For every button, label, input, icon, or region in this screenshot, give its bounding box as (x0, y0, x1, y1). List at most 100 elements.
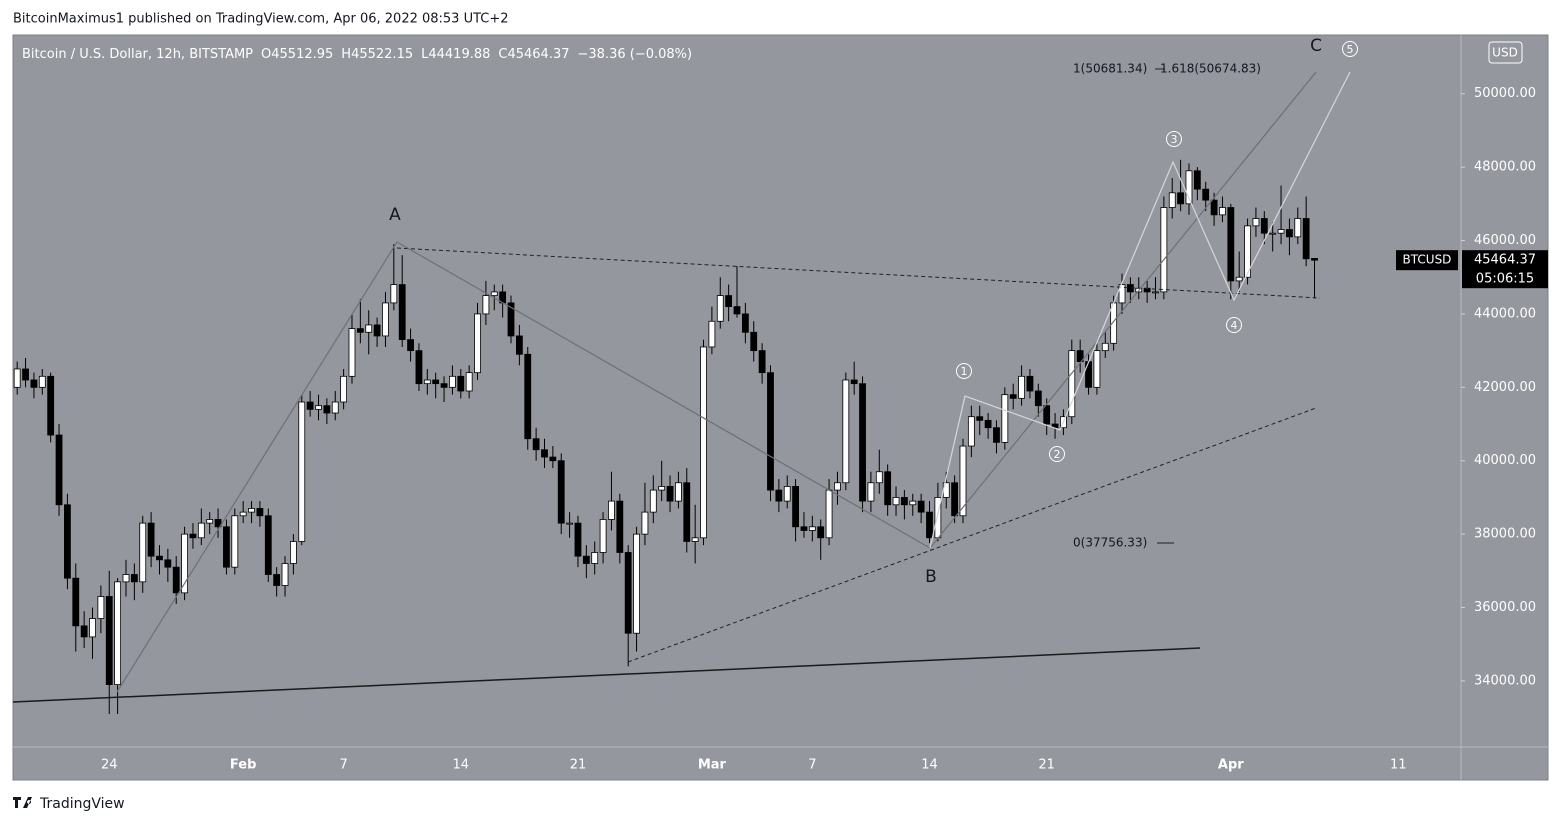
candle-body (658, 486, 666, 491)
candle-body (566, 522, 574, 525)
candle-body (1093, 350, 1101, 388)
wave-circle (1166, 131, 1182, 147)
candle-body (206, 519, 214, 524)
candle-body (38, 375, 46, 388)
candle-body (231, 515, 239, 568)
ohlc-value: 45522.15 (351, 47, 413, 62)
countdown: 05:06:15 (1476, 272, 1534, 287)
resistance-dashed (396, 247, 1321, 299)
candle-body (80, 625, 88, 638)
candle-body (1193, 170, 1201, 190)
candle-body (281, 563, 289, 586)
x-tick-label: 14 (921, 758, 938, 773)
wave-number: 2 (1054, 448, 1061, 461)
y-tick-label: 44000.00 (1474, 306, 1536, 321)
candle-body (197, 522, 205, 539)
ohlc-prefix: O (261, 47, 271, 62)
x-tick-label: 21 (570, 758, 587, 773)
candle-body (608, 500, 615, 520)
ohlc-prefix: L (421, 47, 429, 62)
candle-body (892, 497, 900, 506)
candle-body (1026, 375, 1034, 392)
candle-body (984, 419, 992, 429)
y-tick-label: 46000.00 (1474, 233, 1536, 248)
candle-body (1043, 405, 1051, 425)
x-tick-label: Mar (698, 758, 727, 773)
candle-body (13, 368, 21, 388)
ohlc-value: 45512.95 (271, 47, 333, 62)
candle-body (1160, 207, 1168, 293)
candle-body (900, 497, 908, 506)
candle-body (490, 291, 498, 296)
wave-circle (956, 363, 972, 379)
chart-frame (12, 34, 1549, 781)
candle-body (725, 295, 733, 307)
candle-body (449, 375, 456, 388)
y-tick-label: 34000.00 (1474, 673, 1536, 688)
candle-body (976, 416, 984, 421)
candle-body (649, 489, 657, 513)
candle-body (834, 482, 841, 491)
candle-body (750, 331, 758, 352)
candle-body (1177, 192, 1185, 205)
candle-body (1252, 218, 1260, 227)
candle-body (775, 489, 783, 502)
candle-body (758, 350, 766, 374)
candle-body (114, 581, 122, 686)
candle-body (1227, 207, 1235, 282)
y-tick-label: 50000.00 (1474, 86, 1536, 101)
wave-label: C (1310, 36, 1322, 56)
candle-body (859, 383, 866, 502)
candle-body (541, 449, 548, 458)
candle-body (440, 383, 448, 388)
candle-body (97, 596, 105, 619)
x-tick-label: Feb (230, 758, 256, 773)
wave-circle (1226, 317, 1242, 333)
candle-body (223, 526, 230, 568)
x-tick-label: 11 (1390, 758, 1407, 773)
candle-body (1018, 375, 1025, 399)
candle-body (1260, 218, 1268, 234)
candle-body (172, 566, 180, 594)
y-tick-label: 48000.00 (1474, 160, 1536, 175)
candle-body (633, 533, 640, 634)
candle-body (273, 574, 281, 586)
candle-body (641, 511, 649, 535)
candle-body (398, 284, 406, 341)
candle-body (474, 313, 481, 374)
candle-body (733, 306, 741, 315)
candle-body (365, 324, 373, 333)
x-tick-label: 7 (808, 758, 816, 773)
candle-body (850, 379, 858, 385)
abc-line (116, 241, 931, 693)
candle-body (340, 375, 348, 403)
candle-body (298, 401, 306, 542)
price-label: 45464.37 (1474, 253, 1536, 268)
byline: BitcoinMaximus1 published on TradingView… (13, 12, 509, 27)
candle-body (105, 596, 113, 686)
candle-body (800, 526, 808, 531)
candle-body (842, 379, 850, 484)
wave-number: 5 (1347, 43, 1354, 56)
symbol: Bitcoin / U.S. Dollar, 12h, BITSTAMP (22, 47, 253, 62)
candle-body (181, 533, 188, 594)
wave-label: B (925, 567, 937, 587)
fib-label: 1(50681.34) (1073, 62, 1147, 76)
candle-body (917, 500, 925, 513)
channel-dashed (627, 407, 1317, 663)
candle-body (22, 368, 29, 381)
candle-body (683, 482, 691, 542)
plot-area (13, 159, 1318, 714)
candle-body (599, 519, 607, 553)
currency[interactable]: USD (1492, 46, 1518, 60)
currency-button[interactable] (1488, 41, 1523, 64)
last-price: BTCUSD 45464.37 05:06:15 (1396, 250, 1548, 289)
candle-body (423, 379, 431, 385)
candle-body (407, 339, 414, 352)
candle-body (591, 552, 599, 564)
candle-body (1001, 394, 1009, 443)
candle-body (1244, 225, 1251, 278)
wave-marker: 2 (1049, 446, 1065, 462)
candle-body (884, 471, 892, 506)
brand-logo (13, 797, 32, 808)
